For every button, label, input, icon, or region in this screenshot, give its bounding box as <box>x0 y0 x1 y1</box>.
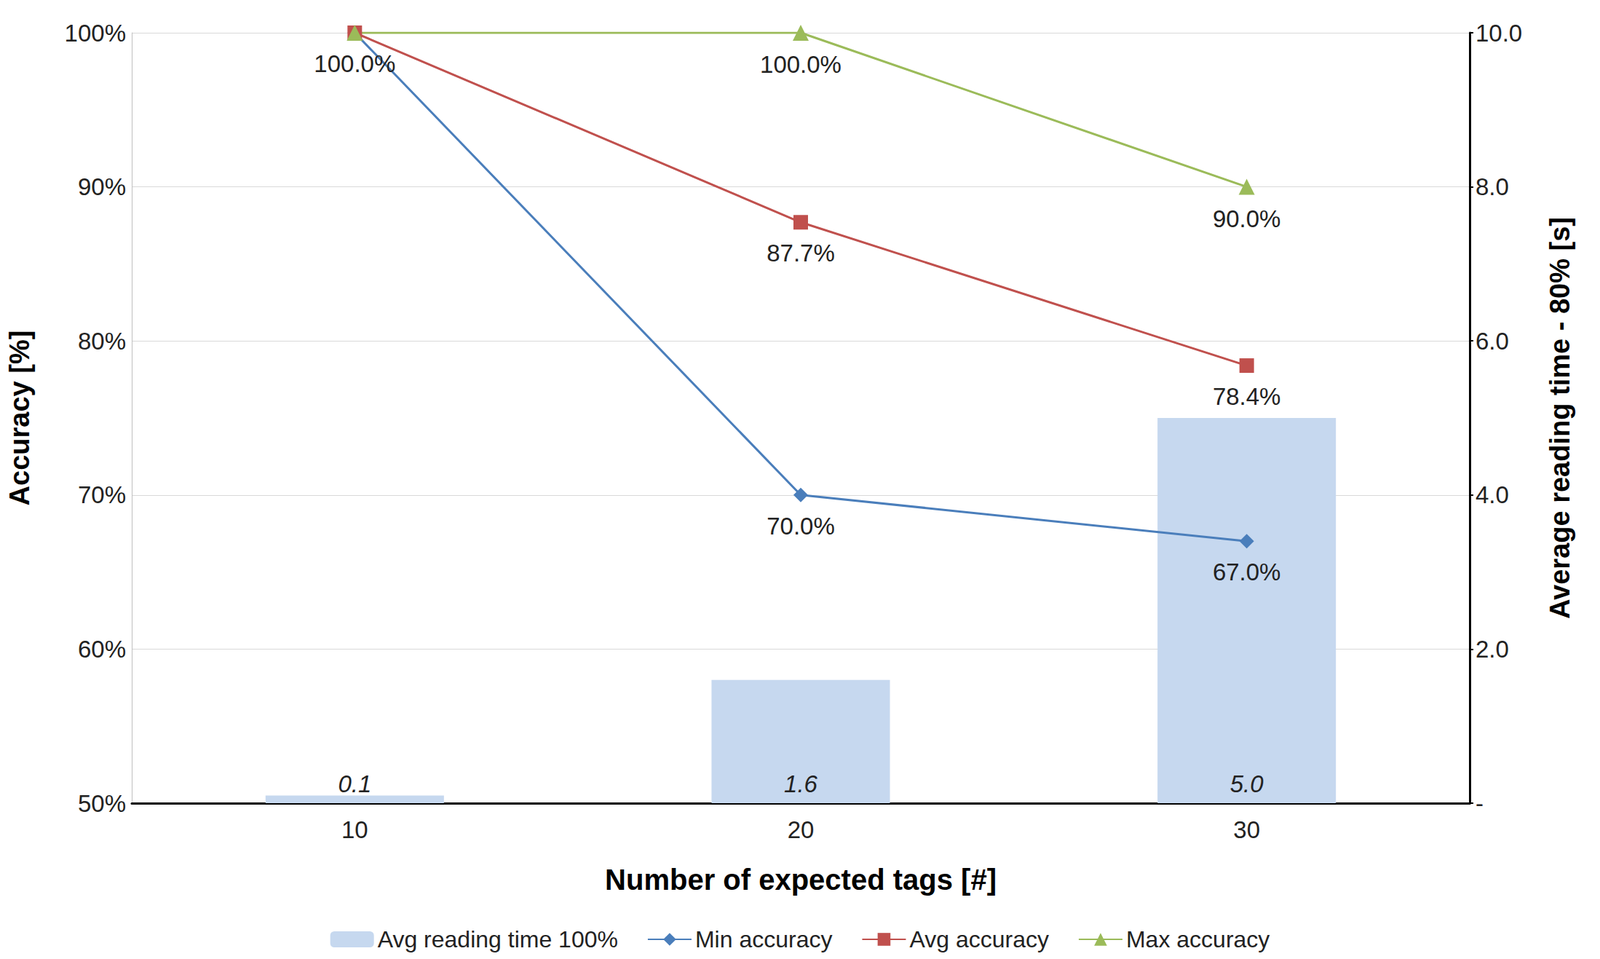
svg-text:70.0%: 70.0% <box>766 512 835 540</box>
svg-text:Accuracy [%]: Accuracy [%] <box>4 330 35 506</box>
svg-text:Avg reading time 100%: Avg reading time 100% <box>377 925 619 953</box>
svg-text:10.0: 10.0 <box>1475 19 1523 47</box>
svg-text:5.0: 5.0 <box>1230 770 1265 798</box>
svg-text:60%: 60% <box>77 635 126 663</box>
svg-text:Min accuracy: Min accuracy <box>695 925 833 953</box>
svg-text:0.1: 0.1 <box>337 770 372 798</box>
svg-text:1.6: 1.6 <box>783 770 819 798</box>
svg-text:2.0: 2.0 <box>1475 635 1510 663</box>
svg-text:70%: 70% <box>77 481 126 509</box>
svg-text:100.0%: 100.0% <box>759 50 842 78</box>
svg-text:-: - <box>1475 789 1484 817</box>
svg-text:87.7%: 87.7% <box>766 239 835 267</box>
svg-text:20: 20 <box>787 816 815 843</box>
svg-text:Max accuracy: Max accuracy <box>1126 925 1270 953</box>
svg-text:80%: 80% <box>77 327 126 355</box>
svg-text:8.0: 8.0 <box>1475 173 1510 201</box>
svg-text:90.0%: 90.0% <box>1212 205 1282 233</box>
svg-text:Number of expected tags [#]: Number of expected tags [#] <box>604 863 997 896</box>
svg-text:Avg accuracy: Avg accuracy <box>909 925 1049 953</box>
svg-text:Average reading time - 80% [s]: Average reading time - 80% [s] <box>1544 216 1576 619</box>
svg-text:4.0: 4.0 <box>1475 481 1510 509</box>
svg-text:100.0%: 100.0% <box>313 50 396 78</box>
svg-text:10: 10 <box>341 816 369 843</box>
svg-text:90%: 90% <box>77 173 126 201</box>
svg-text:30: 30 <box>1233 816 1261 843</box>
svg-text:100%: 100% <box>64 19 126 47</box>
svg-text:78.4%: 78.4% <box>1212 382 1282 410</box>
svg-text:50%: 50% <box>77 789 126 817</box>
svg-text:67.0%: 67.0% <box>1212 558 1282 586</box>
svg-text:6.0: 6.0 <box>1475 327 1510 355</box>
